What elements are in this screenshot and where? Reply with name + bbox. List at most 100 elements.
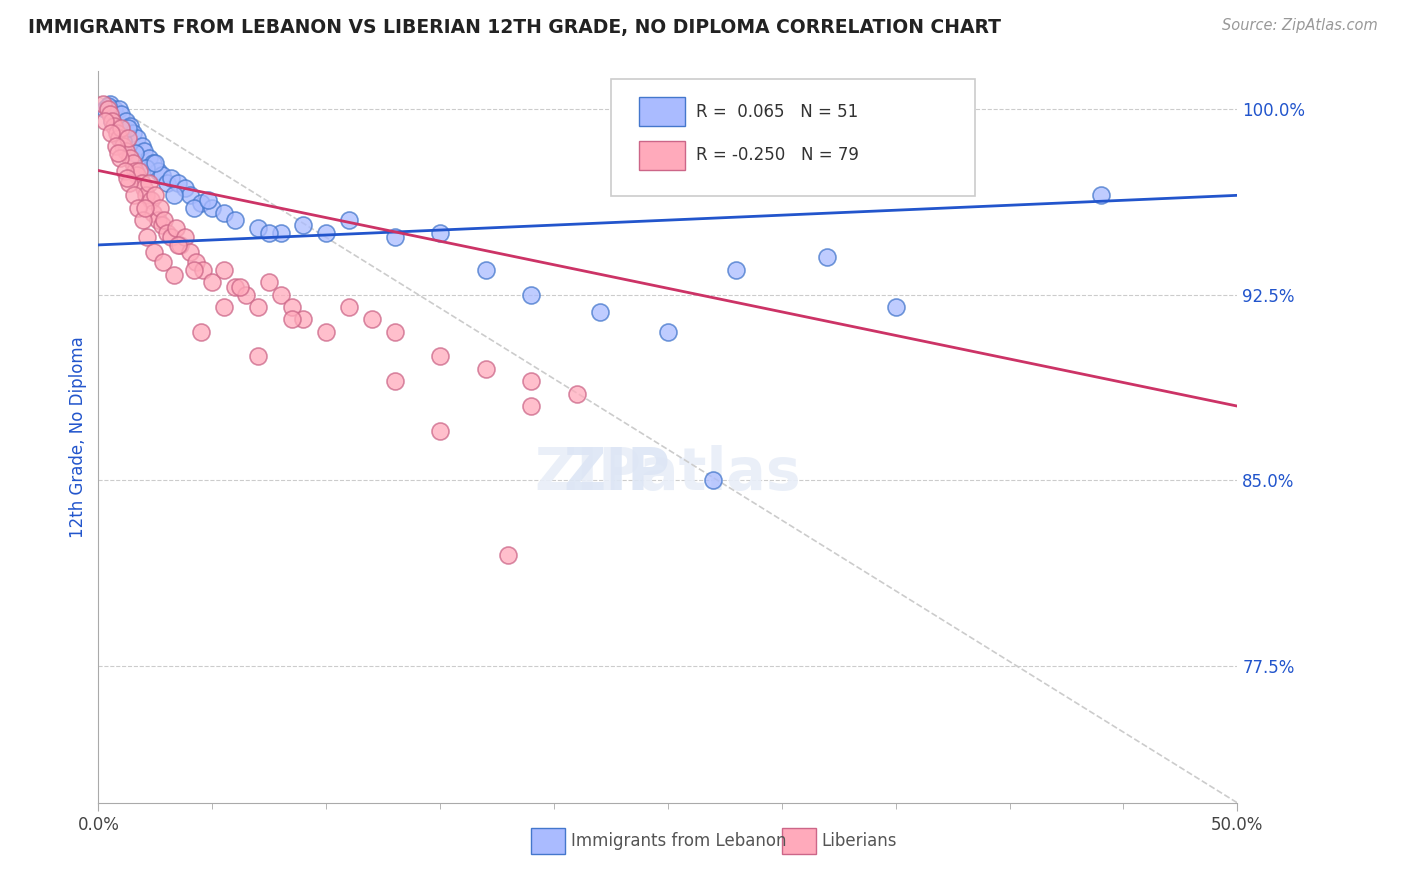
Point bbox=[128, 163, 150, 178]
Point bbox=[132, 213, 155, 227]
Point bbox=[201, 201, 224, 215]
Point bbox=[884, 300, 907, 314]
Point bbox=[138, 176, 160, 190]
Point bbox=[150, 169, 173, 183]
Point bbox=[520, 399, 543, 413]
Point bbox=[160, 230, 183, 244]
Text: IMMIGRANTS FROM LEBANON VS LIBERIAN 12TH GRADE, NO DIPLOMA CORRELATION CHART: IMMIGRANTS FROM LEBANON VS LIBERIAN 12TH… bbox=[28, 18, 1001, 37]
Point bbox=[1090, 188, 1112, 202]
Point bbox=[121, 156, 143, 170]
Point bbox=[114, 163, 136, 178]
Point bbox=[98, 96, 121, 111]
Point bbox=[179, 245, 201, 260]
Point bbox=[96, 99, 118, 113]
Point bbox=[107, 146, 129, 161]
Point bbox=[94, 114, 117, 128]
Point bbox=[142, 156, 165, 170]
Point bbox=[212, 300, 235, 314]
Point bbox=[246, 220, 269, 235]
Point bbox=[101, 114, 124, 128]
Point bbox=[657, 325, 679, 339]
Text: Immigrants from Lebanon: Immigrants from Lebanon bbox=[571, 832, 786, 850]
Point bbox=[725, 262, 748, 277]
Point bbox=[96, 102, 118, 116]
Point bbox=[127, 131, 149, 145]
Point bbox=[94, 102, 117, 116]
Point bbox=[108, 102, 131, 116]
Point bbox=[201, 275, 224, 289]
Point bbox=[112, 138, 135, 153]
Text: Liberians: Liberians bbox=[821, 832, 897, 850]
Point bbox=[132, 144, 155, 158]
Point bbox=[150, 218, 173, 232]
Point bbox=[162, 268, 184, 282]
Point bbox=[190, 325, 212, 339]
FancyBboxPatch shape bbox=[531, 829, 565, 854]
Point bbox=[122, 188, 145, 202]
Point bbox=[259, 226, 281, 240]
FancyBboxPatch shape bbox=[640, 97, 685, 127]
Point bbox=[142, 205, 165, 219]
Point bbox=[143, 245, 166, 260]
Text: ZIPatlas: ZIPatlas bbox=[534, 445, 801, 502]
Point bbox=[197, 194, 219, 208]
Point bbox=[135, 188, 157, 202]
Text: ZIP: ZIP bbox=[564, 445, 671, 502]
Point bbox=[270, 287, 292, 301]
Point bbox=[153, 213, 176, 227]
FancyBboxPatch shape bbox=[640, 141, 685, 170]
Point bbox=[104, 138, 127, 153]
Point bbox=[246, 350, 269, 364]
Point bbox=[292, 312, 315, 326]
Point bbox=[120, 119, 142, 133]
Point bbox=[588, 305, 610, 319]
Point bbox=[114, 114, 136, 128]
Point bbox=[100, 126, 122, 140]
Point bbox=[117, 121, 139, 136]
Point bbox=[429, 424, 451, 438]
Point bbox=[224, 280, 246, 294]
Y-axis label: 12th Grade, No Diploma: 12th Grade, No Diploma bbox=[69, 336, 87, 538]
Point bbox=[498, 548, 520, 562]
Point bbox=[384, 325, 406, 339]
Point bbox=[145, 188, 167, 202]
Point bbox=[281, 312, 304, 326]
Point bbox=[315, 325, 337, 339]
Point bbox=[337, 213, 360, 227]
Point bbox=[169, 238, 191, 252]
Point bbox=[136, 230, 159, 244]
Point bbox=[131, 138, 153, 153]
Point bbox=[246, 300, 269, 314]
Point bbox=[132, 181, 155, 195]
Point bbox=[281, 300, 304, 314]
Point bbox=[702, 474, 724, 488]
Point bbox=[138, 151, 160, 165]
Point bbox=[174, 230, 197, 244]
Point bbox=[115, 171, 138, 186]
FancyBboxPatch shape bbox=[782, 829, 815, 854]
Point bbox=[190, 195, 212, 210]
Point bbox=[183, 262, 205, 277]
Point bbox=[152, 255, 174, 269]
Point bbox=[193, 262, 215, 277]
Point bbox=[114, 144, 136, 158]
Point bbox=[224, 213, 246, 227]
Point bbox=[127, 169, 149, 183]
Point bbox=[120, 151, 142, 165]
Point bbox=[146, 163, 169, 178]
Point bbox=[110, 121, 132, 136]
Point bbox=[101, 114, 124, 128]
Point bbox=[186, 255, 208, 269]
Point bbox=[429, 350, 451, 364]
Point bbox=[131, 176, 153, 190]
Point bbox=[167, 238, 190, 252]
Point bbox=[124, 163, 146, 178]
Point bbox=[121, 126, 143, 140]
FancyBboxPatch shape bbox=[612, 78, 976, 195]
Point bbox=[162, 188, 184, 202]
Point bbox=[103, 119, 125, 133]
Point bbox=[145, 156, 167, 170]
Point bbox=[149, 201, 172, 215]
Point bbox=[139, 194, 162, 208]
Point bbox=[360, 312, 382, 326]
